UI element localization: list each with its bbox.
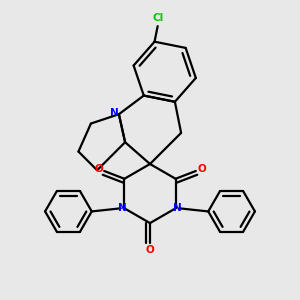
Text: O: O — [146, 244, 154, 254]
Text: O: O — [94, 164, 103, 174]
Text: O: O — [197, 164, 206, 174]
Text: N: N — [118, 203, 127, 213]
Text: Cl: Cl — [152, 14, 163, 23]
Text: N: N — [110, 108, 118, 118]
Text: N: N — [173, 203, 182, 213]
